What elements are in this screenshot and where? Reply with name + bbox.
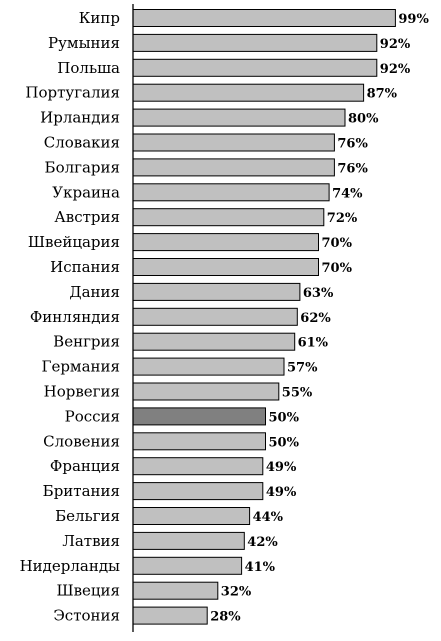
- category-label-18: Франция: [50, 457, 120, 475]
- category-label-13: Венгрия: [53, 333, 120, 351]
- bar-10: [132, 258, 319, 276]
- value-label-10: 70%: [322, 261, 353, 276]
- bar-2: [132, 58, 378, 77]
- value-label-11: 63%: [303, 286, 334, 301]
- value-label-21: 42%: [247, 535, 278, 550]
- bar-22: [132, 556, 243, 575]
- bar-11: [132, 282, 301, 301]
- bar-9: [132, 233, 319, 252]
- value-label-16: 50%: [269, 410, 300, 425]
- category-label-20: Бельгия: [55, 507, 120, 525]
- bar-23: [132, 581, 219, 600]
- bar-8: [132, 208, 325, 227]
- bar-7: [132, 183, 330, 202]
- value-label-19: 49%: [266, 485, 297, 500]
- category-label-14: Германия: [42, 358, 120, 376]
- bar-16: [132, 407, 266, 426]
- value-label-14: 57%: [287, 361, 318, 376]
- category-label-7: Украина: [52, 183, 120, 201]
- category-label-19: Британия: [43, 482, 120, 500]
- value-label-12: 62%: [300, 311, 331, 326]
- category-label-12: Финляндия: [30, 308, 120, 326]
- bars-group: [132, 9, 396, 625]
- bar-19: [132, 482, 264, 501]
- category-label-9: Швейцария: [28, 233, 120, 251]
- category-label-24: Эстония: [53, 607, 120, 625]
- value-label-2: 92%: [380, 62, 411, 77]
- value-label-24: 28%: [210, 610, 241, 625]
- category-label-5: Словакия: [44, 134, 120, 152]
- category-label-4: Ирландия: [40, 109, 120, 127]
- category-label-0: Кипр: [79, 9, 120, 27]
- value-label-9: 70%: [322, 236, 353, 251]
- category-label-16: Россия: [65, 407, 120, 425]
- value-label-23: 32%: [221, 585, 252, 600]
- value-label-1: 92%: [380, 37, 411, 52]
- value-label-8: 72%: [327, 211, 358, 226]
- value-label-17: 50%: [269, 435, 300, 450]
- value-labels-group: 99% 92% 92% 87% 80% 76% 76% 74% 72% 70% 70% 63% 62% 6…: [210, 12, 429, 625]
- value-label-18: 49%: [266, 460, 297, 475]
- bar-21: [132, 531, 245, 550]
- value-label-6: 76%: [337, 161, 368, 176]
- bar-5: [132, 133, 335, 152]
- category-label-17: Словения: [43, 432, 120, 450]
- bar-20: [132, 507, 251, 525]
- category-label-22: Нидерланды: [20, 557, 120, 575]
- category-label-2: Польша: [57, 59, 120, 77]
- category-label-1: Румыния: [48, 34, 120, 52]
- value-label-0: 99%: [398, 12, 429, 27]
- value-label-7: 74%: [332, 186, 363, 201]
- value-label-22: 41%: [245, 560, 276, 575]
- bar-3: [132, 83, 365, 102]
- value-label-4: 80%: [348, 112, 379, 127]
- category-label-3: Португалия: [25, 84, 120, 102]
- bar-24: [132, 606, 208, 625]
- bar-13: [132, 332, 296, 351]
- bar-1: [132, 33, 378, 52]
- category-label-6: Болгария: [45, 158, 120, 176]
- value-label-3: 87%: [367, 87, 398, 102]
- value-label-15: 55%: [282, 386, 313, 401]
- category-label-11: Дания: [69, 283, 120, 301]
- bar-4: [132, 108, 346, 127]
- bar-18: [132, 457, 264, 476]
- bar-17: [132, 432, 266, 451]
- category-label-15: Норвегия: [44, 383, 120, 401]
- bar-12: [132, 307, 298, 326]
- category-labels-group: Кипр Румыния Польша Португалия Ирландия Слова…: [20, 9, 120, 625]
- value-label-13: 61%: [298, 336, 329, 351]
- bar-0: [132, 9, 396, 27]
- bar-14: [132, 357, 285, 376]
- bar-6: [132, 158, 335, 177]
- category-label-21: Латвия: [62, 532, 120, 550]
- bar-15: [132, 382, 280, 401]
- category-label-10: Испания: [50, 258, 120, 276]
- value-label-5: 76%: [337, 137, 368, 152]
- category-label-23: Швеция: [56, 582, 120, 600]
- value-label-20: 44%: [253, 510, 284, 525]
- category-label-8: Австрия: [54, 208, 120, 226]
